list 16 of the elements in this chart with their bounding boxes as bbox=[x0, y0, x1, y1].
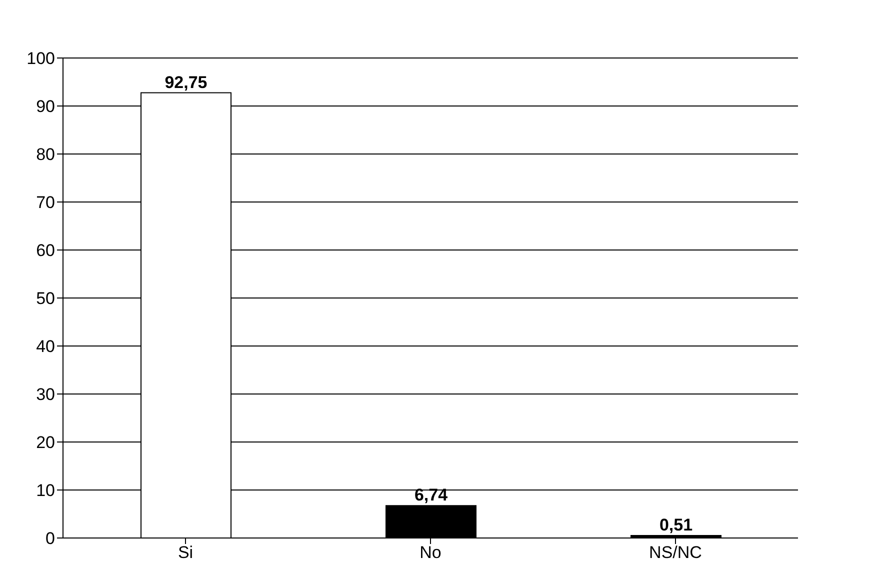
data-label: 0,51 bbox=[659, 516, 693, 535]
y-tick-label: 80 bbox=[36, 145, 55, 164]
y-tick-label: 60 bbox=[36, 241, 55, 260]
y-tick-label: 40 bbox=[36, 337, 55, 356]
y-tick-label: 20 bbox=[36, 433, 55, 452]
y-tick-label: 70 bbox=[36, 193, 55, 212]
y-tick-label: 0 bbox=[46, 529, 55, 548]
y-tick-label: 50 bbox=[36, 289, 55, 308]
y-tick-label: 90 bbox=[36, 97, 55, 116]
y-tick-label: 30 bbox=[36, 385, 55, 404]
x-tick-label: No bbox=[420, 543, 442, 562]
x-tick-label: NS/NC bbox=[649, 543, 702, 562]
y-tick-label: 10 bbox=[36, 481, 55, 500]
y-tick-label: 100 bbox=[26, 49, 55, 68]
x-tick-label: Si bbox=[178, 543, 194, 562]
data-label: 92,75 bbox=[164, 72, 208, 92]
